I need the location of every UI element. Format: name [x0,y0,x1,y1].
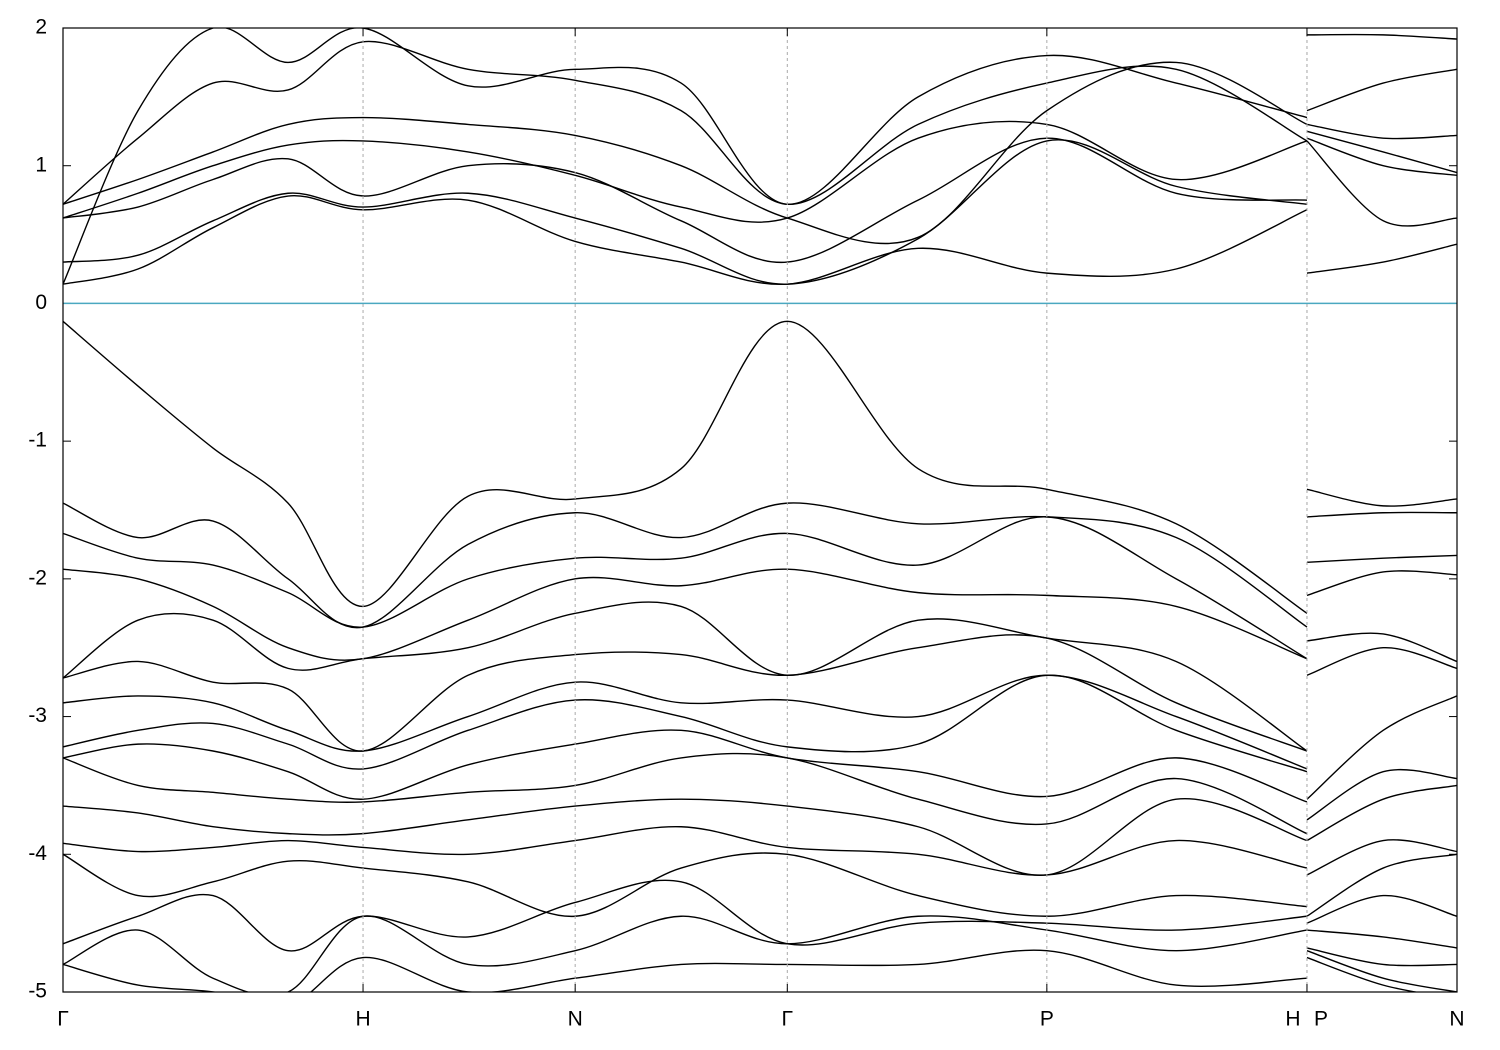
band-line [63,516,1457,660]
band-line [63,502,1457,629]
band-line [63,320,1457,614]
band-line [63,674,1457,821]
x-tick-label: Γ [57,1008,69,1031]
y-tick-label: 1 [35,153,47,176]
band-line [63,40,1457,205]
band-line [63,194,1457,286]
band-line [63,949,1419,992]
x-tick-label: H [355,1008,370,1031]
band-line [63,752,1457,876]
x-tick-label: Γ [782,1008,794,1031]
x-tick-label: P [1040,1008,1054,1031]
x-tick-label: N [568,1008,583,1031]
bands [63,28,1457,992]
band-line [63,826,1457,924]
y-tick-label: -1 [28,429,47,452]
y-tick-label: -2 [28,566,47,589]
band-line [63,915,1457,992]
band-line [63,852,1457,949]
band-line [63,137,1457,264]
y-tick-label: 2 [35,16,47,39]
x-tick-label: N [1449,1008,1464,1031]
x-tick-label: H [1285,1008,1300,1031]
y-tick-label: -5 [28,980,47,1003]
band-line [63,797,1457,917]
y-tick-label: 0 [35,291,47,314]
band-line [63,139,1457,285]
band-line [63,879,1457,967]
band-line [63,120,1457,223]
band-line [63,729,1457,842]
x-tick-label: P [1314,1008,1328,1031]
band-line [63,601,1457,752]
band-line [63,568,1457,661]
band-line [63,634,1457,752]
band-line [63,674,1457,800]
y-tick-label: -4 [28,842,47,865]
band-line [63,28,1457,285]
plot-frame [62,27,1458,993]
y-tick-label: -3 [28,704,47,727]
band-line [63,61,1457,245]
